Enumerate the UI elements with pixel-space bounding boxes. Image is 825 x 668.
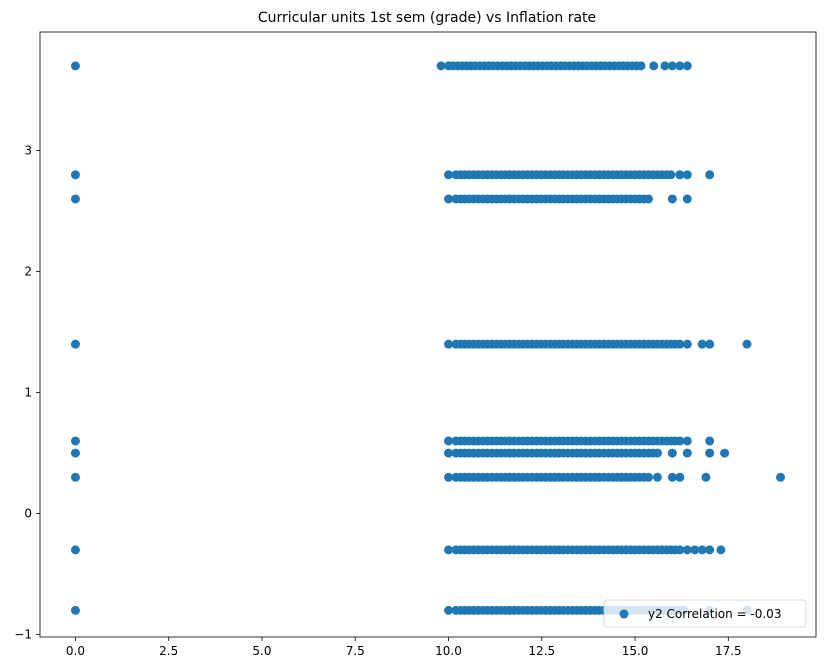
data-point xyxy=(675,61,685,71)
data-point xyxy=(697,545,707,555)
data-point xyxy=(444,170,454,180)
data-point xyxy=(70,545,80,555)
y-tick-label: 2 xyxy=(24,265,32,279)
data-point xyxy=(675,472,685,482)
y-tick-label: 3 xyxy=(24,144,32,158)
data-point xyxy=(652,448,662,458)
data-point xyxy=(444,436,454,446)
data-point xyxy=(675,436,685,446)
chart-title: Curricular units 1st sem (grade) vs Infl… xyxy=(258,10,596,26)
data-point xyxy=(667,194,677,204)
data-point xyxy=(667,61,677,71)
legend-marker xyxy=(619,609,629,619)
data-point xyxy=(70,448,80,458)
data-point xyxy=(444,545,454,555)
data-point xyxy=(705,436,715,446)
data-point xyxy=(643,472,653,482)
data-point xyxy=(444,605,454,615)
data-point xyxy=(682,170,692,180)
data-point xyxy=(705,545,715,555)
data-point xyxy=(776,472,786,482)
x-tick-label: 15.0 xyxy=(622,644,649,658)
x-axis-ticks: 0.0 2.5 5.0 7.5 10.0 12.5 15.0 17.5 xyxy=(66,637,742,658)
data-points xyxy=(70,61,786,615)
data-point xyxy=(652,472,662,482)
data-point xyxy=(705,339,715,349)
data-point xyxy=(70,61,80,71)
data-point xyxy=(70,436,80,446)
data-point xyxy=(675,339,685,349)
data-point xyxy=(682,61,692,71)
data-point xyxy=(742,339,752,349)
data-point xyxy=(667,448,677,458)
data-point xyxy=(70,194,80,204)
data-point xyxy=(70,605,80,615)
data-point xyxy=(682,448,692,458)
x-tick-label: 17.5 xyxy=(715,644,742,658)
y-tick-label: −1 xyxy=(14,628,32,642)
data-point xyxy=(436,61,446,71)
data-point xyxy=(643,194,653,204)
data-point xyxy=(682,436,692,446)
data-point xyxy=(675,545,685,555)
legend: y2 Correlation = -0.03 xyxy=(603,599,807,628)
data-point xyxy=(666,170,676,180)
data-point xyxy=(444,339,454,349)
data-point xyxy=(716,545,726,555)
data-point xyxy=(705,448,715,458)
plot-area-frame xyxy=(39,31,817,638)
data-point xyxy=(70,472,80,482)
data-point xyxy=(444,448,454,458)
data-point xyxy=(682,545,692,555)
data-point xyxy=(697,339,707,349)
y-axis-ticks: −1 0 1 2 3 xyxy=(14,144,40,642)
x-tick-label: 2.5 xyxy=(159,644,178,658)
data-point xyxy=(444,472,454,482)
data-point xyxy=(667,472,677,482)
data-point xyxy=(675,170,685,180)
data-point xyxy=(70,339,80,349)
y-tick-label: 0 xyxy=(24,507,32,521)
data-point xyxy=(649,61,659,71)
legend-label: y2 Correlation = -0.03 xyxy=(648,607,781,621)
data-point xyxy=(701,472,711,482)
data-point xyxy=(660,61,670,71)
data-point xyxy=(682,339,692,349)
data-point xyxy=(444,194,454,204)
x-tick-label: 10.0 xyxy=(435,644,462,658)
y-tick-label: 1 xyxy=(24,386,32,400)
x-tick-label: 7.5 xyxy=(346,644,365,658)
x-tick-label: 12.5 xyxy=(528,644,555,658)
data-point xyxy=(705,170,715,180)
x-tick-label: 0.0 xyxy=(66,644,85,658)
x-tick-label: 5.0 xyxy=(252,644,271,658)
data-point xyxy=(636,61,646,71)
data-point xyxy=(720,448,730,458)
legend-box xyxy=(603,599,807,628)
data-point xyxy=(682,194,692,204)
data-point xyxy=(690,545,700,555)
data-point xyxy=(70,170,80,180)
